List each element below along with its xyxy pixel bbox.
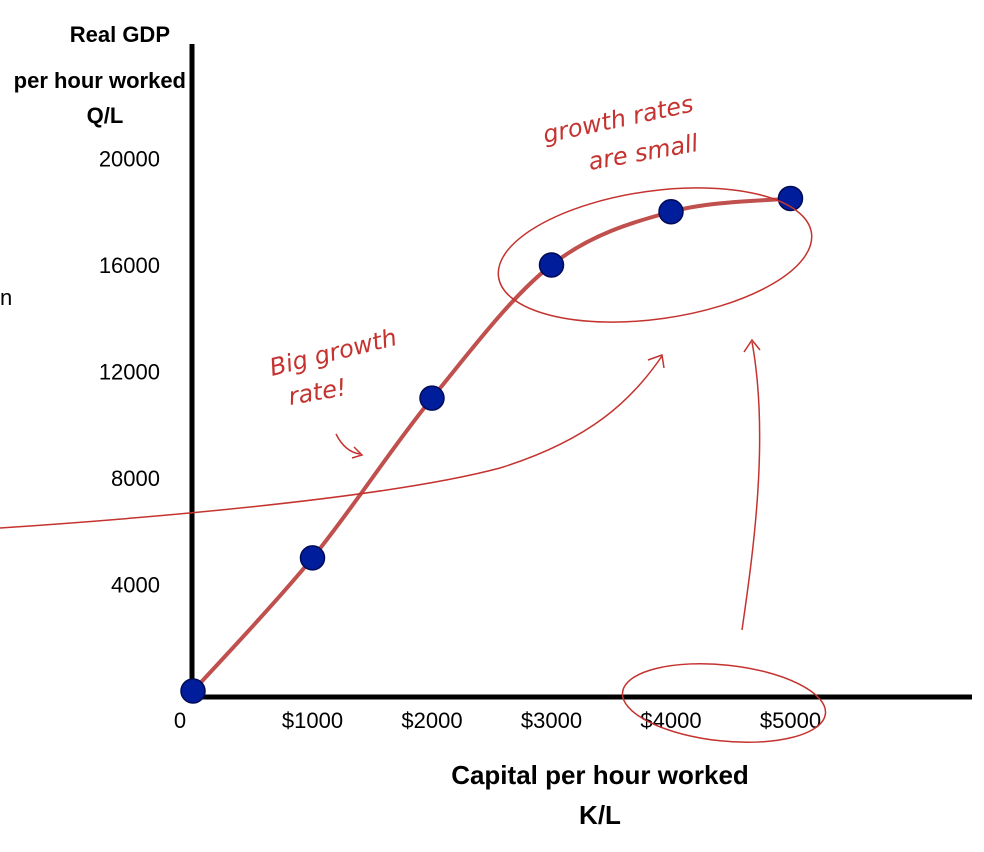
annotation-big-growth-line1: Big growth [267,323,400,382]
stray-text: n [0,285,13,310]
arrowhead-up [743,338,761,353]
y-tick-label: 16000 [99,253,160,278]
circle-x-ticks [621,662,827,744]
x-tick-label: $5000 [760,708,821,733]
data-point [538,252,565,278]
production-curve [191,196,791,693]
x-axis-label-line1: Capital per hour worked [451,760,749,790]
annotation-big-growth-line2: rate! [286,373,348,411]
arrowhead-to-circle [647,353,665,369]
y-tick-label: 20000 [99,147,160,172]
y-axis-label-line2: per hour worked [13,68,186,93]
data-point [419,385,445,411]
circle-small-growth [497,187,813,323]
x-tick-label: $2000 [401,708,462,733]
arrowhead-big-growth [351,446,364,459]
x-tick-label: $4000 [640,708,701,733]
data-point [777,185,804,212]
y-axis-label-line3: Q/L [86,103,124,128]
y-axis-label-line1: Real GDP [69,22,170,47]
y-tick-label: 4000 [111,573,160,598]
arrow-big-growth [335,433,361,455]
data-point [180,678,206,704]
x-tick-labels: 0 $1000 $2000 $3000 $4000 $5000 [174,708,821,733]
y-tick-label: 12000 [99,360,160,385]
arrow-up [741,341,761,631]
x-axis-label-line2: K/L [579,800,621,830]
data-points [180,185,804,704]
arrow-to-circle [0,355,663,529]
data-point [299,545,326,571]
x-tick-label: 0 [174,708,186,733]
y-tick-label: 8000 [111,466,160,491]
x-tick-label: $1000 [282,708,343,733]
y-tick-labels: 4000 8000 12000 16000 20000 [99,147,160,598]
x-tick-label: $3000 [521,708,582,733]
data-point [658,199,684,225]
